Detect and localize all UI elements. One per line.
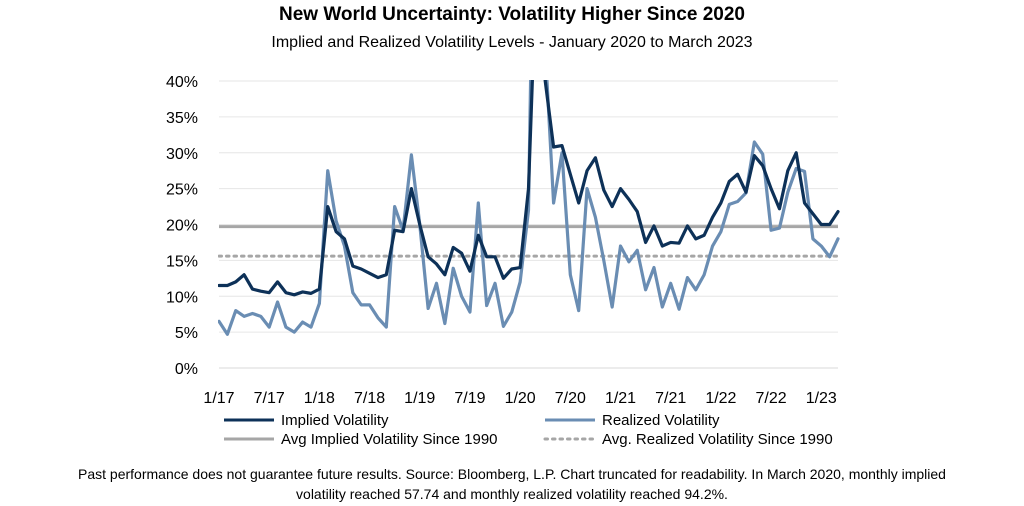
y-tick-label: 40% [166, 74, 198, 91]
x-tick-label: 1/20 [505, 390, 536, 407]
x-tick-label: 1/19 [404, 390, 435, 407]
chart-title: New World Uncertainty: Volatility Higher… [279, 4, 745, 25]
series-lines [218, 80, 840, 336]
y-tick-label: 25% [166, 182, 198, 199]
x-tick-label: 7/17 [254, 390, 285, 407]
chart-subtitle: Implied and Realized Volatility Levels -… [271, 34, 753, 51]
x-tick-label: 7/22 [756, 390, 787, 407]
y-tick-label: 0% [175, 361, 198, 378]
x-tick-label: 1/23 [806, 390, 837, 407]
y-tick-label: 20% [166, 218, 198, 235]
x-tick-label: 7/20 [555, 390, 586, 407]
legend: Implied Volatility Realized Volatility Avg… [224, 412, 833, 448]
axes: 0% 5% 10% 15% 20% 25% 30% 35% 40% 1/17 7/17 1/18 7/1… [166, 74, 838, 407]
x-tick-label: 1/18 [304, 390, 335, 407]
footnote: Past performance does not guarantee futu… [8, 464, 1016, 504]
y-tick-label: 35% [166, 110, 198, 127]
x-tick-label: 7/21 [655, 390, 686, 407]
x-tick-label: 7/19 [454, 390, 485, 407]
footnote-line-2: volatility reached 57.74 and monthly rea… [296, 486, 728, 502]
series-line [218, 80, 840, 297]
legend-label: Implied Volatility [281, 412, 389, 429]
y-tick-label: 15% [166, 253, 198, 270]
legend-label: Avg Implied Volatility Since 1990 [281, 431, 498, 448]
y-tick-label: 30% [166, 146, 198, 163]
x-tick-label: 1/21 [605, 390, 636, 407]
y-tick-label: 5% [175, 325, 198, 342]
x-tick-label: 7/18 [354, 390, 385, 407]
x-tick-label: 1/22 [705, 390, 736, 407]
y-tick-label: 10% [166, 289, 198, 306]
reference-lines [218, 225, 840, 258]
footnote-line-1: Past performance does not guarantee futu… [78, 466, 946, 482]
x-tick-label: 1/17 [203, 390, 234, 407]
legend-label: Realized Volatility [602, 412, 720, 429]
legend-label: Avg. Realized Volatility Since 1990 [602, 431, 833, 448]
